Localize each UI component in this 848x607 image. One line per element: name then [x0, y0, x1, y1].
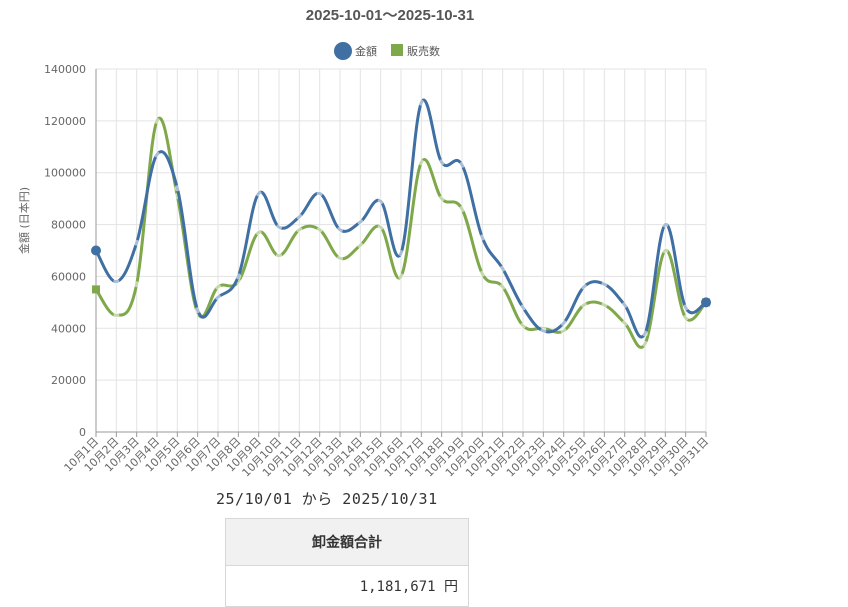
data-point: [133, 281, 140, 288]
legend-label: 金額: [355, 44, 377, 58]
data-point: [540, 327, 547, 334]
data-point: [642, 330, 648, 337]
data-point: [296, 226, 303, 233]
data-point: [682, 314, 689, 321]
data-point: [215, 294, 221, 301]
summary-header-row: 卸金額合計: [225, 518, 469, 566]
data-point: [154, 117, 160, 124]
y-tick-label: 120000: [44, 115, 86, 128]
data-point: [662, 221, 669, 228]
data-point: [154, 151, 160, 158]
data-point: [133, 239, 140, 246]
data-point: [398, 273, 404, 280]
data-point: [642, 340, 648, 347]
data-point: [194, 307, 201, 314]
summary-table: 卸金額合計 1,181,671 円: [225, 518, 469, 607]
data-point: [276, 224, 282, 231]
data-point: [92, 285, 100, 294]
data-point: [337, 226, 343, 233]
data-point: [499, 283, 506, 290]
data-point: [701, 297, 711, 308]
y-tick-label: 60000: [51, 270, 86, 283]
y-tick-label: 80000: [51, 219, 86, 232]
data-point: [581, 301, 587, 308]
data-point: [520, 322, 526, 329]
data-point: [255, 190, 262, 197]
legend-label: 販売数: [407, 45, 440, 58]
line-chart: 0200004000060000800001000001200001400001…: [17, 42, 711, 479]
data-point: [398, 250, 404, 257]
data-point: [621, 301, 628, 308]
data-point: [601, 301, 608, 308]
data-point: [113, 278, 120, 285]
y-tick-label: 100000: [44, 167, 86, 180]
legend-marker: [391, 44, 403, 56]
data-point: [662, 247, 669, 254]
y-axis-title: 金額 (日本円): [17, 187, 31, 254]
data-point: [418, 99, 425, 106]
data-point: [560, 320, 567, 327]
legend-marker: [334, 42, 352, 60]
data-point: [255, 229, 262, 236]
data-point: [357, 242, 364, 249]
y-tick-label: 0: [79, 426, 86, 439]
y-tick-label: 20000: [51, 374, 86, 387]
y-tick-label: 140000: [44, 63, 86, 76]
data-point: [418, 159, 425, 166]
chart-title: 2025-10-01～2025-10-31: [305, 7, 475, 24]
y-tick-label: 40000: [51, 322, 86, 335]
data-point: [682, 304, 689, 311]
data-point: [621, 320, 628, 327]
summary-total: 1,181,671 円: [225, 565, 469, 607]
data-point: [581, 283, 587, 290]
summary-value-row: 1,181,671 円: [225, 565, 469, 607]
data-point: [459, 206, 465, 213]
summary-header: 卸金額合計: [225, 518, 469, 566]
data-point: [560, 327, 567, 334]
data-point: [377, 224, 384, 231]
data-point: [459, 161, 465, 168]
data-point: [438, 195, 445, 202]
data-point: [296, 213, 303, 220]
data-point: [316, 190, 323, 197]
data-point: [113, 312, 120, 319]
data-point: [520, 304, 526, 311]
data-point: [601, 281, 608, 288]
data-point: [316, 226, 323, 233]
data-point: [337, 255, 343, 262]
data-point: [499, 265, 506, 272]
data-point: [91, 245, 101, 256]
date-range-text: 25/10/01 から 2025/10/31: [216, 490, 438, 508]
data-point: [215, 283, 221, 290]
data-point: [377, 198, 384, 205]
data-point: [174, 185, 181, 192]
data-point: [276, 252, 282, 259]
data-point: [357, 218, 364, 225]
data-point: [438, 159, 445, 166]
chart-area: 2025-10-01～2025-10-31 0 20000 40000 60000 80…: [17, 7, 711, 479]
data-point: [235, 273, 242, 280]
data-point: [479, 234, 486, 241]
data-point: [479, 270, 486, 277]
